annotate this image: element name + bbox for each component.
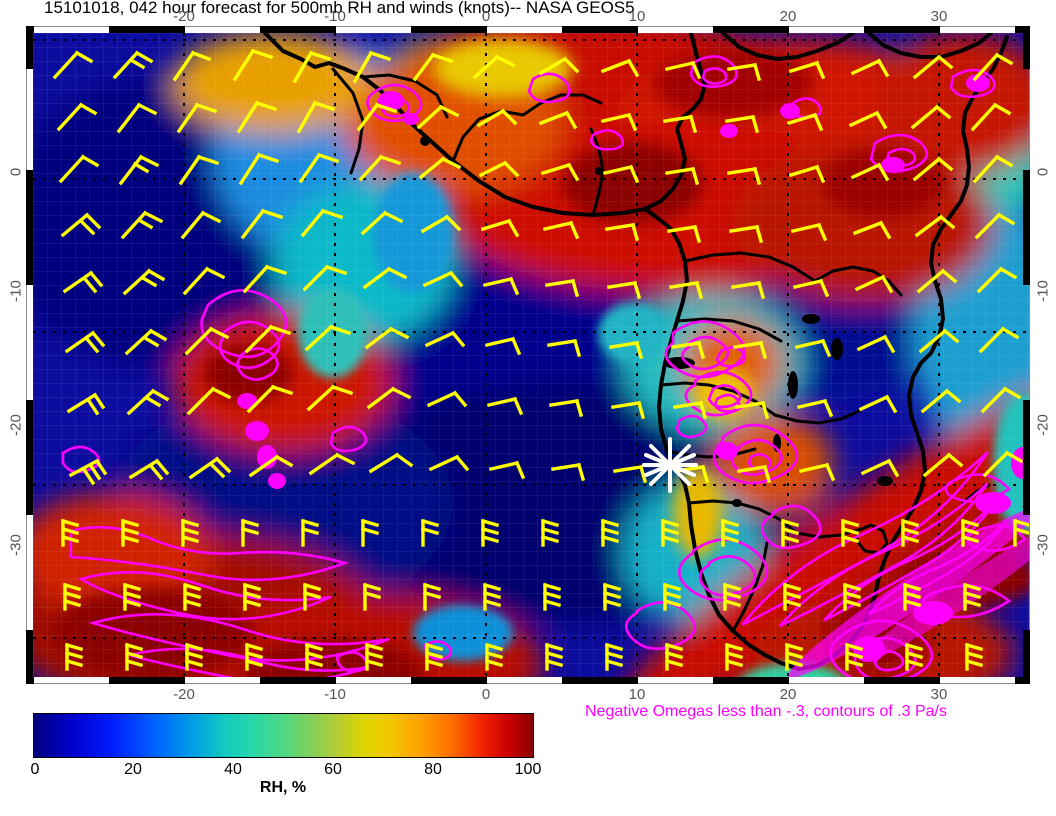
- x-tick-top-3: 10: [628, 8, 646, 25]
- frame-tick-bottom-4: [562, 677, 638, 684]
- station-marker-layer[interactable]: [33, 33, 1029, 677]
- frame-tick-left-2: [26, 170, 33, 285]
- frame-tick-right-2: [1023, 170, 1030, 285]
- x-tick-bottom-5: 30: [930, 686, 948, 703]
- frame-tick-top-4: [562, 26, 638, 33]
- y-tick-left-1: -10: [7, 280, 25, 302]
- frame-tick-top-7: [1015, 26, 1030, 33]
- x-tick-top-5: 30: [930, 8, 948, 25]
- frame-tick-top-2: [260, 26, 336, 33]
- frame-tick-left-4: [26, 630, 33, 677]
- frame-tick-right-3: [1023, 400, 1030, 515]
- colorbar-tick-60: 60: [324, 761, 342, 778]
- y-tick-left-2: -20: [7, 414, 25, 436]
- colorbar-axis-label: RH, %: [259, 779, 307, 796]
- frame-tick-top-1: [109, 26, 185, 33]
- frame-tick-top-5: [713, 26, 789, 33]
- frame-tick-bottom-1: [109, 677, 185, 684]
- station-star-icon: [642, 437, 698, 493]
- map-plot-area[interactable]: [33, 33, 1029, 677]
- x-tick-bottom-1: -10: [324, 686, 346, 703]
- x-tick-bottom-2: 0: [481, 686, 491, 703]
- frame-tick-top-6: [864, 26, 940, 33]
- frame-tick-bottom-7: [1015, 677, 1030, 684]
- colorbar-tick-0: 0: [30, 761, 40, 778]
- frame-tick-left-3: [26, 400, 33, 515]
- y-tick-right-3: -30: [1034, 534, 1052, 556]
- y-tick-left-3: -30: [7, 534, 25, 556]
- frame-tick-bottom-2: [260, 677, 336, 684]
- frame-tick-top-0: [26, 26, 34, 33]
- x-tick-top-1: -10: [324, 8, 346, 25]
- page-title: 15101018, 042 hour forecast for 500mb RH…: [44, 0, 635, 17]
- colorbar-tick-80: 80: [424, 761, 442, 778]
- y-tick-right-1: -10: [1034, 280, 1052, 302]
- colorbar-tick-40: 40: [224, 761, 242, 778]
- y-tick-left-0: 0: [7, 167, 25, 177]
- frame-tick-bottom-0: [26, 677, 34, 684]
- colorbar: [33, 713, 534, 758]
- omega-annotation: Negative Omegas less than -.3, contours …: [585, 703, 947, 720]
- frame-tick-top-3: [411, 26, 487, 33]
- wind-barb-layer: [52, 48, 1029, 671]
- y-tick-right-2: -20: [1034, 414, 1052, 436]
- frame-tick-right-1: [1023, 33, 1030, 69]
- frame-tick-bottom-6: [864, 677, 940, 684]
- frame-tick-bottom-5: [713, 677, 789, 684]
- frame-tick-bottom-3: [411, 677, 487, 684]
- y-tick-right-0: 0: [1034, 167, 1052, 177]
- x-tick-bottom-0: -20: [173, 686, 195, 703]
- colorbar-tick-100: 100: [514, 761, 542, 778]
- x-tick-top-0: -20: [173, 8, 195, 25]
- frame-tick-right-4: [1023, 630, 1030, 677]
- omega-contour-layer: [61, 55, 1029, 677]
- x-tick-top-4: 20: [779, 8, 797, 25]
- x-tick-top-2: 0: [481, 8, 491, 25]
- x-tick-bottom-3: 10: [628, 686, 646, 703]
- frame-tick-left-1: [26, 33, 33, 69]
- x-tick-bottom-4: 20: [779, 686, 797, 703]
- colorbar-tick-20: 20: [124, 761, 142, 778]
